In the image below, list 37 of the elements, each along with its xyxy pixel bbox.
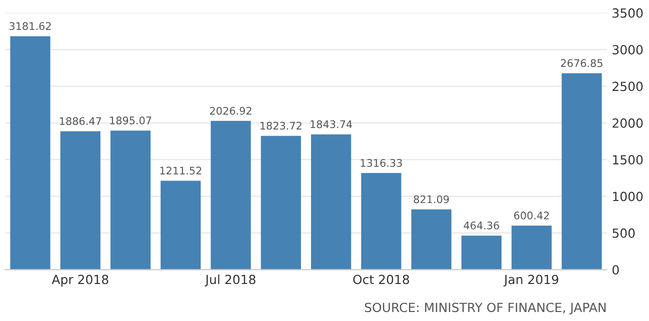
y-tick-label: 1000 (613, 192, 643, 202)
bar (512, 226, 552, 270)
bar (210, 120, 251, 270)
x-tick-label: Oct 2018 (353, 274, 410, 284)
y-tick-label: 2000 (612, 118, 643, 128)
data-label: 1211.52 (160, 166, 202, 175)
data-label: 1316.33 (360, 158, 402, 167)
data-label: 464.36 (464, 222, 500, 230)
y-tick-label: 500 (612, 228, 635, 238)
bar (60, 131, 100, 270)
data-label: 2676.85 (560, 59, 602, 68)
y-tick-label: 3000 (612, 44, 643, 54)
bar (461, 236, 502, 270)
data-label: 1886.47 (60, 117, 102, 126)
y-tick-label: 1500 (613, 155, 643, 165)
bar (311, 134, 352, 270)
data-label: 1843.74 (310, 120, 352, 128)
data-label: 2026.92 (210, 106, 252, 115)
bar (160, 180, 201, 270)
bar (110, 130, 151, 270)
bar (562, 73, 602, 270)
y-tick-label: 2500 (612, 82, 643, 92)
data-label: 1895.07 (110, 116, 152, 124)
bar (361, 173, 402, 270)
source-note: SOURCE: MINISTRY OF FINANCE, JAPAN (364, 302, 606, 314)
data-label: 821.09 (414, 195, 449, 204)
x-tick-label: Jan 2019 (503, 274, 558, 286)
x-tick-label: Apr 2018 (52, 274, 108, 287)
data-label: 3181.62 (10, 22, 51, 30)
bar (411, 209, 452, 270)
y-tick-label: 0 (612, 265, 619, 275)
bar (260, 136, 301, 270)
y-tick-label: 3500 (612, 8, 643, 18)
x-tick-label: Jul 2018 (204, 274, 256, 286)
bar (10, 36, 50, 270)
data-label: 600.42 (514, 212, 549, 220)
data-label: 1823.72 (260, 122, 302, 130)
